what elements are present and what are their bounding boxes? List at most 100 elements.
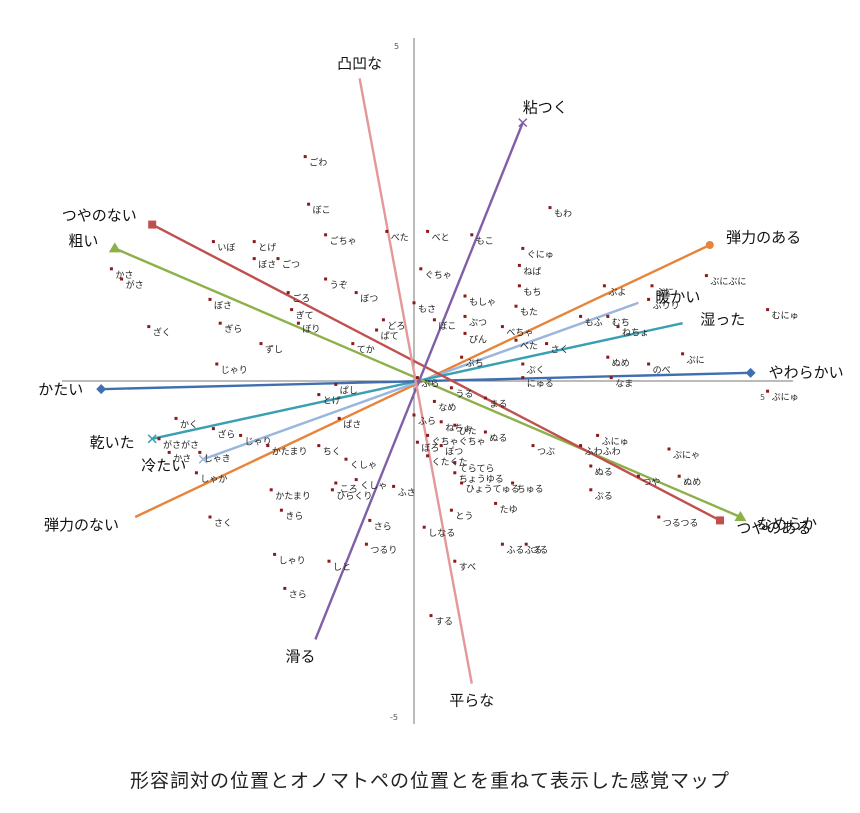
onomatopoeia-point-16: うぞ: [324, 277, 348, 291]
vector-line-5: [151, 223, 721, 522]
vector-end-pos-6: [518, 118, 528, 128]
onomatopoeia-marker: [354, 478, 358, 482]
onomatopoeia-marker: [470, 233, 474, 237]
onomatopoeia-label: ふわふわ: [585, 447, 621, 458]
onomatopoeia-label: しなる: [428, 528, 455, 539]
tick-label-y-max: 5: [394, 42, 399, 51]
onomatopoeia-label: ぐにゅ: [527, 249, 554, 260]
onomatopoeia-label: もふ: [585, 317, 603, 328]
vector-end-neg-3: [96, 384, 107, 395]
onomatopoeia-label: ぷく: [527, 365, 545, 376]
vector-end-neg-5: [148, 220, 157, 229]
onomatopoeia-point-68: ちく: [317, 444, 341, 458]
onomatopoeia-label: かく: [180, 419, 198, 430]
onomatopoeia-label: くたくた: [432, 457, 468, 468]
onomatopoeia-point-51: ぷく: [521, 362, 545, 376]
onomatopoeia-marker: [392, 484, 396, 488]
adjective-label-pos-7: 凸凹な: [337, 54, 382, 72]
onomatopoeia-marker: [422, 525, 426, 529]
vector-line-7: [358, 78, 473, 684]
onomatopoeia-marker: [279, 508, 283, 512]
onomatopoeia-point-94: つる: [524, 542, 548, 556]
onomatopoeia-point-62: ぴた: [453, 423, 477, 437]
onomatopoeia-point-0: ごわ: [303, 155, 327, 169]
onomatopoeia-point-66: じゃり: [239, 433, 272, 447]
onomatopoeia-point-108: ぬる: [483, 430, 507, 444]
onomatopoeia-marker: [677, 474, 681, 478]
onomatopoeia-label: つや: [642, 477, 660, 488]
onomatopoeia-label: むにゅ: [772, 311, 799, 322]
onomatopoeia-marker: [606, 355, 610, 359]
onomatopoeia-point-84: かたまり: [269, 488, 311, 502]
onomatopoeia-point-69: しゃき: [198, 450, 231, 464]
onomatopoeia-point-65: かさ: [167, 450, 191, 464]
onomatopoeia-label: ふにゅ: [602, 436, 629, 447]
onomatopoeia-point-27: もた: [514, 304, 538, 318]
onomatopoeia-point-99: する: [429, 614, 453, 628]
onomatopoeia-point-103: くたくた: [426, 454, 468, 468]
onomatopoeia-label: さら: [374, 521, 392, 532]
adjective-label-pos-3: やわらかい: [769, 363, 844, 381]
onomatopoeia-marker: [517, 284, 521, 288]
onomatopoeia-marker: [531, 444, 535, 448]
onomatopoeia-marker: [296, 321, 300, 325]
onomatopoeia-marker: [109, 267, 113, 271]
onomatopoeia-label: むち: [612, 317, 630, 328]
onomatopoeia-marker: [211, 427, 215, 431]
onomatopoeia-marker: [579, 314, 583, 318]
onomatopoeia-point-71: ふわふわ: [579, 444, 621, 458]
onomatopoeia-marker: [334, 382, 338, 386]
onomatopoeia-marker: [589, 464, 593, 468]
onomatopoeia-marker: [616, 325, 620, 329]
onomatopoeia-point-63: ふにゅ: [596, 433, 629, 447]
onomatopoeia-point-86: つるつる: [657, 515, 698, 529]
onomatopoeia-point-54: ぱし: [334, 382, 358, 396]
onomatopoeia-label: ぬめ: [683, 477, 701, 488]
onomatopoeia-marker: [494, 501, 498, 505]
onomatopoeia-label: ごつ: [282, 259, 300, 271]
onomatopoeia-point-91: しなる: [422, 525, 455, 539]
onomatopoeia-marker: [500, 542, 504, 546]
onomatopoeia-marker: [351, 342, 355, 346]
onomatopoeia-point-52: にゅる: [521, 376, 554, 390]
onomatopoeia-marker: [330, 488, 334, 492]
onomatopoeia-point-22: ぶにぶに: [704, 274, 746, 288]
onomatopoeia-label: ぼつ: [360, 294, 378, 305]
onomatopoeia-label: ずし: [265, 345, 283, 356]
onomatopoeia-point-20: ぷよ: [602, 284, 626, 298]
onomatopoeia-marker: [375, 328, 379, 332]
onomatopoeia-label: ぐちゃぐちゃ: [432, 436, 486, 447]
onomatopoeia-marker: [463, 331, 467, 335]
onomatopoeia-point-57: まる: [483, 396, 507, 410]
onomatopoeia-label: ぎて: [296, 310, 314, 322]
onomatopoeia-marker: [432, 318, 436, 322]
onomatopoeia-marker: [514, 338, 518, 342]
onomatopoeia-label: いぼ: [217, 243, 235, 254]
onomatopoeia-marker: [548, 206, 552, 210]
onomatopoeia-point-6: いぼ: [211, 240, 235, 254]
onomatopoeia-marker: [453, 471, 457, 475]
onomatopoeia-point-34: べちゃ: [500, 325, 533, 339]
onomatopoeia-marker: [521, 246, 525, 250]
onomatopoeia-marker: [283, 586, 287, 590]
onomatopoeia-label: ぼさ: [258, 260, 276, 271]
onomatopoeia-point-89: さく: [208, 515, 232, 529]
adjective-label-neg-2: 乾いた: [90, 434, 135, 452]
vector-end-pos-0: [705, 241, 714, 249]
onomatopoeia-label: ざく: [153, 327, 171, 339]
onomatopoeia-marker: [449, 508, 453, 512]
onomatopoeia-label: ぬる: [595, 467, 613, 478]
onomatopoeia-marker: [667, 447, 671, 451]
onomatopoeia-label: ころ: [340, 484, 358, 495]
onomatopoeia-marker: [415, 376, 419, 380]
onomatopoeia-label: ちく: [323, 447, 341, 458]
onomatopoeia-label: どろ: [387, 321, 405, 332]
onomatopoeia-marker: [453, 559, 457, 563]
onomatopoeia-marker: [290, 308, 294, 312]
onomatopoeia-point-100: ぐちゃぐちゃ: [426, 433, 486, 447]
onomatopoeia-label: さく: [551, 345, 569, 356]
onomatopoeia-label: つぶ: [537, 447, 555, 458]
onomatopoeia-label: もこ: [476, 236, 494, 247]
onomatopoeia-point-46: さく: [545, 342, 569, 356]
onomatopoeia-label: ぼこ: [438, 321, 456, 332]
